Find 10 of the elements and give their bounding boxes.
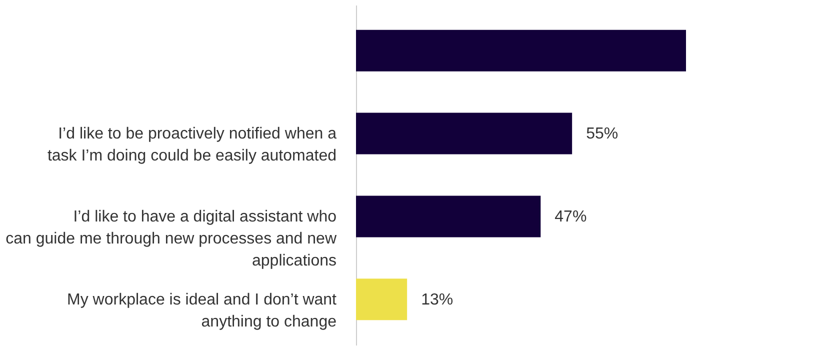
bar [356,196,541,238]
bar [356,30,686,72]
bar [356,278,408,320]
y-tick-label: I’d like to have a digital assistant who can guide me through new processes and new applications [6,208,337,270]
y-tick-label: I’d like to be proactively notified when a task I’m doing could be easily automated [47,126,337,165]
data-label: 13% [421,291,454,308]
y-tick-label: My workplace is ideal and I don’t want anything to change [67,291,338,330]
bar [356,112,572,154]
data-label: 47% [554,208,587,226]
data-label: 55% [586,126,618,143]
